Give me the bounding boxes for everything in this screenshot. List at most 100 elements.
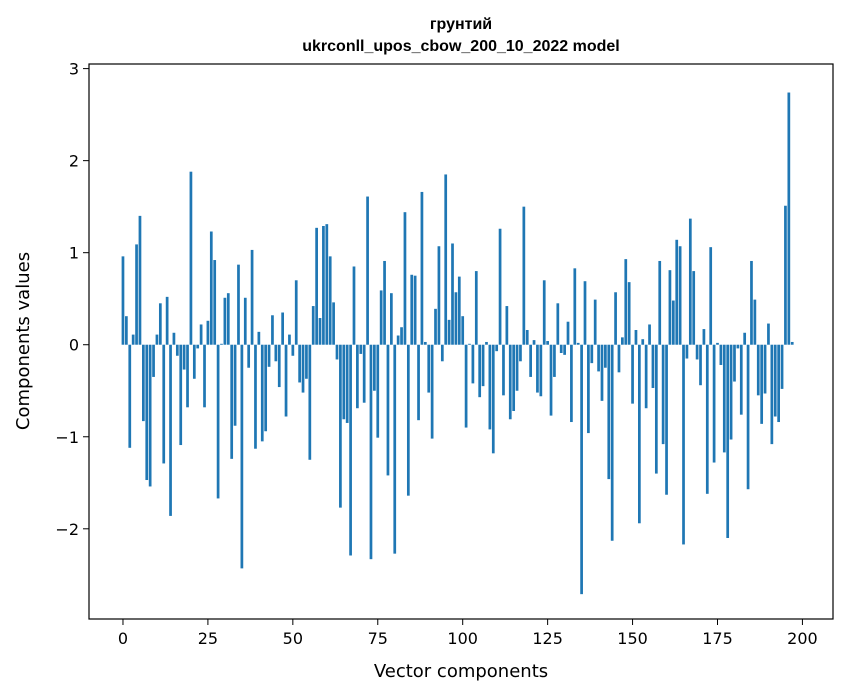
- bar: [539, 344, 543, 397]
- bar: [393, 344, 397, 554]
- bar: [712, 344, 716, 463]
- bar: [142, 344, 145, 422]
- bar: [430, 344, 434, 439]
- bar: [237, 264, 240, 345]
- x-axis-label: Vector components: [374, 661, 548, 682]
- bar: [699, 344, 702, 386]
- bar: [352, 266, 356, 345]
- bar: [390, 293, 393, 345]
- bar: [192, 344, 196, 379]
- bar: [512, 344, 516, 411]
- bar: [705, 344, 709, 494]
- bar: [328, 256, 332, 345]
- bar: [739, 344, 743, 415]
- bar: [125, 316, 128, 345]
- y-tick-label: 0: [69, 336, 79, 355]
- bar: [121, 256, 125, 345]
- bar: [199, 324, 203, 345]
- bar: [325, 224, 329, 345]
- bar: [648, 324, 651, 345]
- bar: [186, 344, 189, 408]
- bar: [376, 344, 380, 438]
- bar: [271, 315, 274, 345]
- x-tick-label: 200: [787, 629, 818, 648]
- bar: [675, 239, 679, 345]
- bar: [668, 270, 672, 345]
- bar: [243, 297, 247, 345]
- bar: [267, 344, 271, 367]
- bar: [277, 344, 281, 388]
- bar: [383, 260, 386, 345]
- bar: [488, 344, 492, 430]
- bar: [128, 344, 132, 448]
- bar: [498, 228, 502, 345]
- bar: [491, 344, 495, 454]
- bar: [288, 334, 291, 345]
- bar: [206, 320, 210, 345]
- bar: [362, 344, 366, 403]
- bar: [366, 196, 369, 345]
- bar: [621, 337, 624, 345]
- plot-frame: [88, 63, 834, 620]
- bar: [169, 344, 172, 516]
- x-tick-label: 150: [617, 629, 648, 648]
- bar: [247, 344, 251, 368]
- bar: [716, 342, 719, 345]
- bar: [525, 330, 529, 345]
- bar: [158, 303, 162, 345]
- bar: [665, 344, 668, 495]
- bar: [264, 344, 268, 432]
- bar: [189, 171, 193, 345]
- bar: [580, 344, 583, 595]
- bar: [688, 218, 692, 345]
- x-tick-label: 100: [447, 629, 478, 648]
- bar: [566, 321, 570, 345]
- bar: [386, 344, 390, 476]
- bar: [529, 344, 532, 377]
- bar: [162, 344, 166, 464]
- x-tick-label: 125: [532, 629, 563, 648]
- bar: [641, 339, 645, 345]
- bar: [216, 344, 220, 499]
- bar: [406, 344, 410, 496]
- bar: [549, 344, 553, 416]
- bar: [454, 292, 458, 345]
- y-tick-label: −1: [55, 428, 79, 447]
- bar: [308, 344, 312, 460]
- bar: [692, 271, 696, 345]
- bar: [291, 344, 295, 356]
- bar: [678, 246, 682, 345]
- bar: [644, 344, 648, 409]
- bar: [274, 344, 278, 362]
- bar: [515, 344, 519, 391]
- bar: [787, 92, 791, 345]
- bar: [638, 344, 641, 524]
- bar: [726, 344, 730, 538]
- bar: [179, 344, 183, 446]
- bar: [784, 205, 787, 345]
- bar: [311, 306, 315, 345]
- bar: [342, 344, 346, 420]
- y-axis: −2 −1 0 1 2 3: [55, 60, 89, 539]
- bar: [722, 344, 726, 453]
- bar: [138, 215, 142, 345]
- bar: [750, 260, 753, 345]
- bar: [305, 344, 308, 379]
- bar: [671, 300, 675, 345]
- bar: [298, 344, 301, 383]
- bar: [369, 344, 373, 560]
- bar: [767, 323, 770, 345]
- bar: [444, 174, 448, 345]
- bar: [763, 344, 767, 394]
- bar: [624, 259, 628, 345]
- bar: [563, 344, 566, 355]
- bar: [593, 299, 597, 345]
- bar: [468, 343, 471, 345]
- bar: [733, 344, 736, 382]
- bar: [396, 335, 400, 345]
- bar: [233, 344, 237, 426]
- bar: [339, 344, 342, 508]
- bar-series: [121, 92, 794, 595]
- bar: [553, 344, 556, 377]
